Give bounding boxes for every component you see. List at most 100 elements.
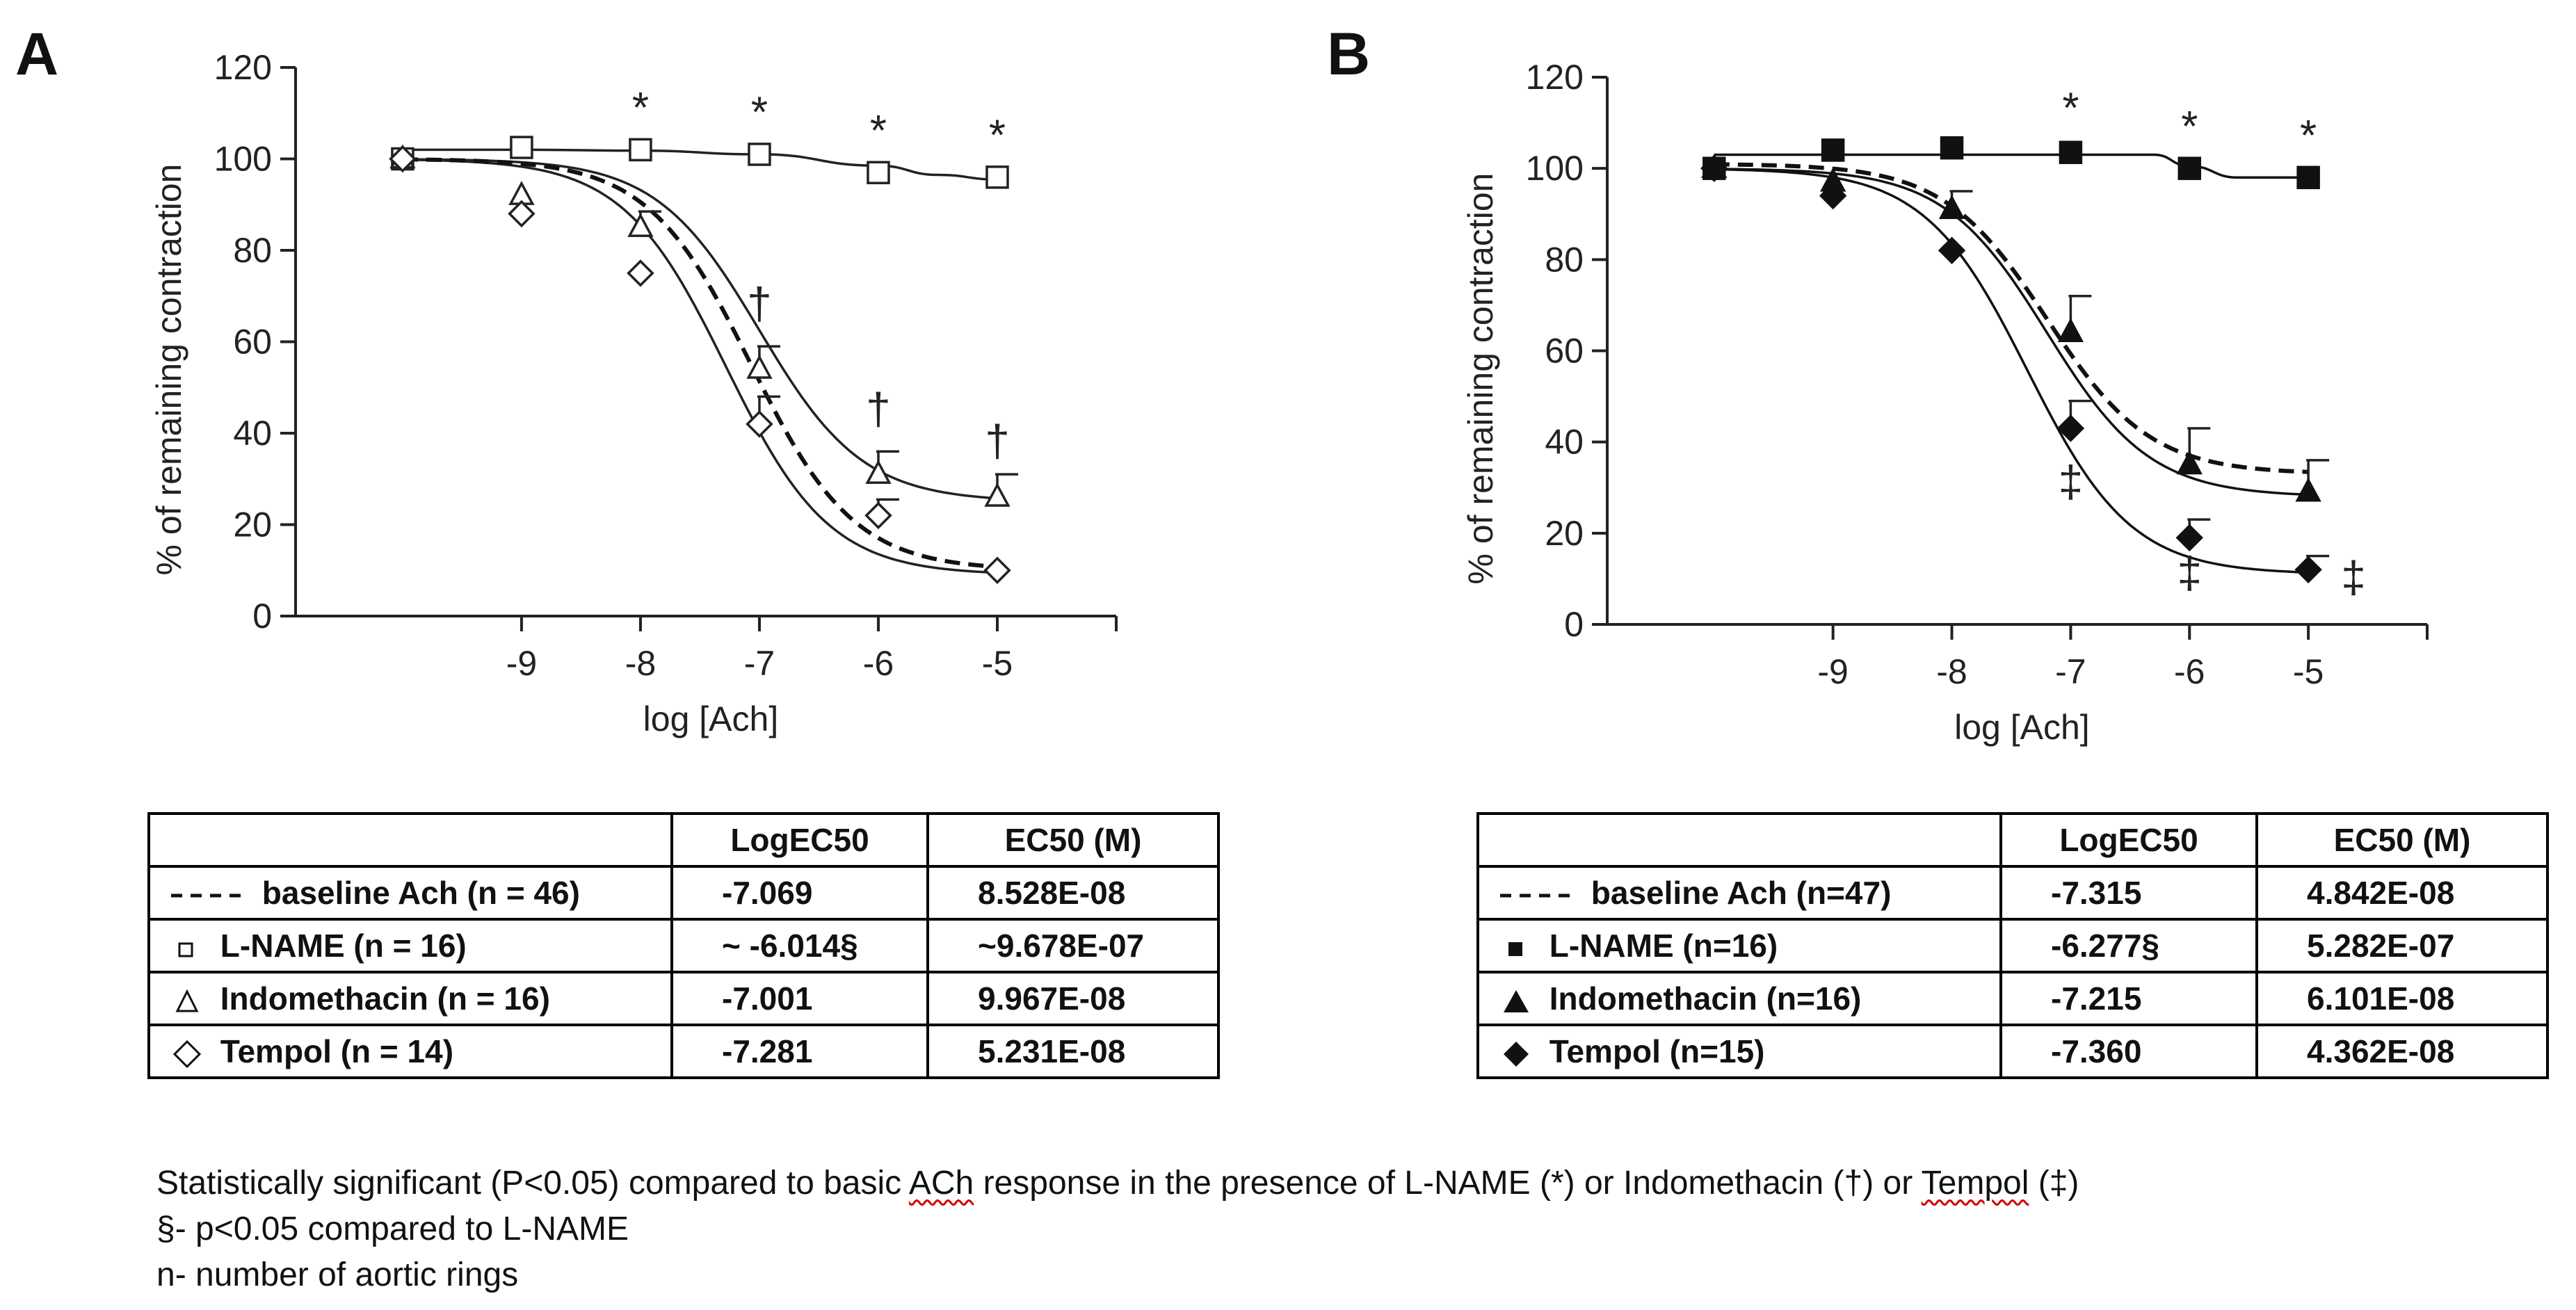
ec50-cell: 9.967E-08 bbox=[926, 971, 1220, 1026]
marker-triangle-filled bbox=[2295, 477, 2321, 502]
series-label: L-NAME (n=16) bbox=[1549, 928, 1778, 964]
fit-curve-indomethacin bbox=[402, 158, 998, 500]
significance-mark: * bbox=[2300, 112, 2317, 160]
series-label: L-NAME (n = 16) bbox=[220, 928, 467, 964]
panel-a-letter: A bbox=[15, 21, 59, 88]
y-tick-label: 60 bbox=[1545, 332, 1584, 371]
marker-diamond-filled bbox=[1938, 236, 1966, 264]
significance-mark: ‡ bbox=[2059, 456, 2084, 506]
fit-curve-baseline-ach bbox=[1714, 162, 2309, 474]
significance-mark: † bbox=[985, 416, 1010, 466]
marker-square-open bbox=[748, 143, 771, 166]
marker-diamond-open bbox=[627, 259, 654, 287]
footnote-text: ACh bbox=[908, 1165, 974, 1202]
footnote-n-definition: n- number of aortic rings bbox=[156, 1256, 519, 1293]
marker-diamond-open bbox=[746, 410, 773, 438]
series-label: baseline Ach (n = 46) bbox=[261, 875, 580, 911]
marker-square-open bbox=[867, 161, 890, 184]
y-tick-label: 0 bbox=[252, 597, 272, 636]
logec50-cell: ~ -6.014§ bbox=[670, 918, 929, 973]
table-header-cell: LogEC50 bbox=[1999, 812, 2258, 868]
marker-triangle-open bbox=[865, 460, 892, 484]
panel-b-letter: B bbox=[1327, 21, 1371, 88]
y-tick-label: 120 bbox=[214, 48, 272, 87]
table-header-cell bbox=[1476, 812, 2002, 868]
significance-mark: ‡ bbox=[2177, 548, 2202, 598]
significance-mark: * bbox=[2181, 103, 2198, 151]
footnote-text: (‡) bbox=[2029, 1165, 2079, 1202]
logec50-cell: -7.069 bbox=[670, 865, 929, 921]
square-open-legend-icon bbox=[163, 927, 211, 964]
y-tick-label: 20 bbox=[1545, 514, 1584, 553]
x-tick-label: -8 bbox=[1936, 652, 1967, 691]
y-tick-label: 60 bbox=[233, 323, 272, 362]
marker-square-filled bbox=[2059, 140, 2083, 164]
y-tick-label: 40 bbox=[233, 414, 272, 453]
significance-mark: ‡ bbox=[2341, 552, 2366, 602]
table-row: L-NAME (n = 16) ~ -6.014§ ~9.678E-07 bbox=[147, 918, 1220, 973]
y-tick-label: 120 bbox=[1526, 58, 1584, 97]
marker-diamond-filled bbox=[1819, 181, 1847, 210]
table-row: baseline Ach (n = 46) -7.069 8.528E-08 bbox=[147, 865, 1220, 921]
fit-curve-l-name bbox=[402, 148, 997, 181]
dash-legend-icon bbox=[163, 874, 253, 912]
table-header-row: LogEC50 EC50 (M) bbox=[147, 812, 1220, 868]
marker-square-filled bbox=[2296, 165, 2320, 190]
footnote-significance: Statistically significant (P<0.05) compa… bbox=[156, 1167, 2079, 1200]
significance-mark: † bbox=[866, 384, 891, 434]
table-row: Indomethacin (n=16) -7.215 6.101E-08 bbox=[1476, 971, 2549, 1026]
chart-b: 0 20 40 60 80 100 120 -9 -8 -7 -6 -5 log [Ach] % of r… bbox=[1461, 58, 2429, 747]
y-axis-label: % of remaining contraction bbox=[150, 164, 188, 576]
marker-diamond-open bbox=[983, 556, 1011, 584]
series-label-cell: baseline Ach (n=47) bbox=[1476, 865, 2002, 921]
footnote-text: Tempol bbox=[1921, 1165, 2029, 1202]
x-tick-label: -7 bbox=[2055, 652, 2086, 691]
series-label-cell: Indomethacin (n = 16) bbox=[147, 971, 673, 1026]
table-row: Tempol (n = 14) -7.281 5.231E-08 bbox=[147, 1024, 1220, 1079]
ec50-cell: 4.842E-08 bbox=[2255, 865, 2549, 921]
y-tick-label: 40 bbox=[1545, 423, 1584, 462]
logec50-cell: -7.001 bbox=[670, 971, 929, 1026]
series-label: Indomethacin (n=16) bbox=[1549, 980, 1862, 1017]
ec50-cell: 4.362E-08 bbox=[2255, 1024, 2549, 1079]
table-row: baseline Ach (n=47) -7.315 4.842E-08 bbox=[1476, 865, 2549, 921]
significance-mark: * bbox=[751, 88, 768, 136]
fit-curve-tempol bbox=[402, 158, 998, 574]
series-label: Tempol (n = 14) bbox=[220, 1033, 454, 1069]
logec50-cell: -7.281 bbox=[670, 1024, 929, 1079]
marker-diamond-filled bbox=[1700, 154, 1728, 182]
series-label: Indomethacin (n = 16) bbox=[220, 980, 550, 1017]
series-label: baseline Ach (n=47) bbox=[1591, 875, 1892, 911]
logec50-cell: -7.360 bbox=[1999, 1024, 2258, 1079]
marker-square-open bbox=[985, 165, 1009, 189]
table-row: Tempol (n=15) -7.360 4.362E-08 bbox=[1476, 1024, 2549, 1079]
table-header-cell: EC50 (M) bbox=[2255, 812, 2549, 868]
ec50-table-b: LogEC50 EC50 (M) baseline Ach (n=47) -7.3… bbox=[1476, 812, 2549, 1079]
footnote-text: response in the presence of L-NAME (*) o… bbox=[974, 1165, 1922, 1202]
marker-square-filled bbox=[1821, 138, 1845, 162]
x-tick-label: -5 bbox=[2293, 652, 2324, 691]
x-axis-label: log [Ach] bbox=[643, 700, 779, 738]
series-label-cell: Tempol (n=15) bbox=[1476, 1024, 2002, 1079]
marker-diamond-open bbox=[508, 200, 536, 228]
marker-diamond-filled bbox=[2294, 556, 2322, 584]
x-tick-label: -8 bbox=[625, 644, 656, 683]
fit-curve-indomethacin bbox=[1714, 168, 2309, 496]
marker-square-open bbox=[629, 138, 652, 162]
marker-diamond-filled bbox=[2175, 524, 2203, 552]
y-axis-label: % of remaining contraction bbox=[1461, 173, 1500, 585]
marker-triangle-filled bbox=[2176, 450, 2203, 475]
square-filled-legend-icon bbox=[1492, 927, 1540, 964]
chart-a: 0 20 40 60 80 100 120 -9 -8 -7 -6 -5 log [Ach] % of r… bbox=[150, 48, 1118, 738]
logec50-cell: -7.315 bbox=[1999, 865, 2258, 921]
marker-square-open bbox=[510, 136, 533, 159]
marker-diamond-open bbox=[864, 501, 892, 530]
marker-triangle-filled bbox=[1938, 195, 1965, 219]
significance-mark: * bbox=[989, 111, 1006, 159]
x-tick-label: -6 bbox=[2174, 652, 2205, 691]
fit-curve-baseline-ach bbox=[402, 157, 998, 569]
marker-triangle-filled bbox=[2057, 318, 2084, 343]
ec50-cell: 5.231E-08 bbox=[926, 1024, 1220, 1079]
y-tick-label: 100 bbox=[214, 140, 272, 179]
logec50-cell: -6.277§ bbox=[1999, 918, 2258, 973]
